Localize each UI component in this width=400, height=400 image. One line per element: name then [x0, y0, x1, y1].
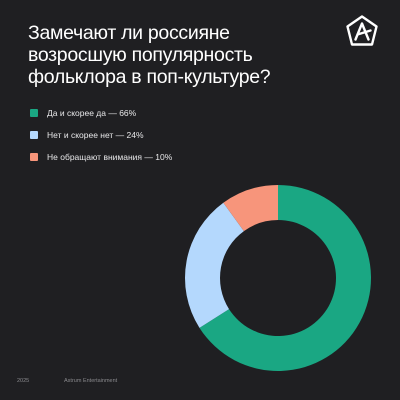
astrum-star-logo-icon — [346, 15, 378, 46]
donut-chart — [185, 185, 371, 371]
donut-slice-no-attention — [223, 185, 278, 232]
donut-slice-no — [185, 202, 244, 328]
legend-swatch-no-attention — [30, 153, 38, 161]
chart-legend: Да и скорее да — 66% Нет и скорее нет — … — [30, 102, 172, 168]
legend-label-no-attention: Не обращают внимания — 10% — [47, 152, 173, 162]
footer-year: 2025 — [17, 378, 30, 384]
legend-item-no-attention: Не обращают внимания — 10% — [30, 146, 172, 168]
legend-swatch-yes — [30, 109, 38, 117]
page-title: Замечают ли россияне возросшую популярно… — [28, 22, 271, 88]
footer-brand: Astrum Entertainment — [64, 378, 118, 384]
legend-label-no: Нет и скорее нет — 24% — [47, 130, 144, 140]
legend-label-yes: Да и скорее да — 66% — [47, 108, 137, 118]
legend-swatch-no — [30, 131, 38, 139]
legend-item-no: Нет и скорее нет — 24% — [30, 124, 172, 146]
legend-item-yes: Да и скорее да — 66% — [30, 102, 172, 124]
donut-slice-yes — [199, 185, 371, 371]
